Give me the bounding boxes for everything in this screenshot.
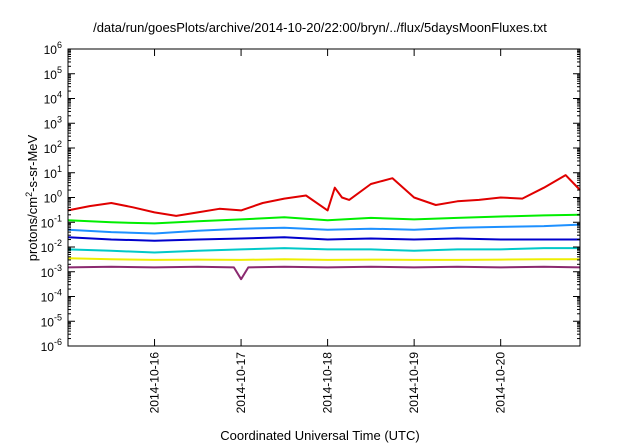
series-line-3 — [67, 223, 581, 235]
y-tick-label: 10-2 — [41, 238, 62, 255]
x-tick-label: 2014-10-19 — [407, 352, 421, 414]
x-tick-label: 2014-10-18 — [321, 352, 335, 414]
x-tick-label: 2014-10-20 — [494, 352, 508, 414]
chart-title: /data/run/goesPlots/archive/2014-10-20/2… — [93, 20, 547, 35]
y-ticks: 106 105 104 103 102 101 100 10-1 10-2 10-3 10-4 10-… — [41, 40, 580, 354]
series-line-6 — [67, 257, 580, 261]
series-line-5 — [67, 247, 580, 254]
x-tick-label: 2014-10-16 — [148, 352, 162, 414]
y-tick-label: 10-6 — [41, 337, 62, 354]
y-tick-label: 101 — [44, 164, 62, 181]
y-tick-label: 10-4 — [41, 288, 62, 305]
y-tick-label: 105 — [44, 65, 62, 82]
y-tick-label: 10-3 — [41, 263, 62, 280]
y-tick-label: 10-1 — [41, 213, 62, 230]
y-tick-label: 103 — [44, 114, 62, 131]
y-tick-label: 102 — [44, 139, 62, 156]
series-line-7 — [67, 265, 581, 281]
series-line-1 — [67, 174, 581, 217]
y-tick-label: 106 — [44, 40, 62, 57]
series-line-4 — [67, 236, 580, 242]
y-tick-label: 104 — [44, 90, 62, 107]
x-ticks: 2014-10-16 2014-10-17 2014-10-18 2014-10-19… — [148, 49, 508, 413]
y-tick-label: 10-5 — [41, 312, 62, 329]
x-axis-label: Coordinated Universal Time (UTC) — [220, 428, 420, 443]
y-tick-label: 100 — [44, 189, 62, 206]
series-line-2 — [67, 213, 581, 225]
x-tick-label: 2014-10-17 — [234, 352, 248, 414]
series-layer — [67, 174, 581, 281]
